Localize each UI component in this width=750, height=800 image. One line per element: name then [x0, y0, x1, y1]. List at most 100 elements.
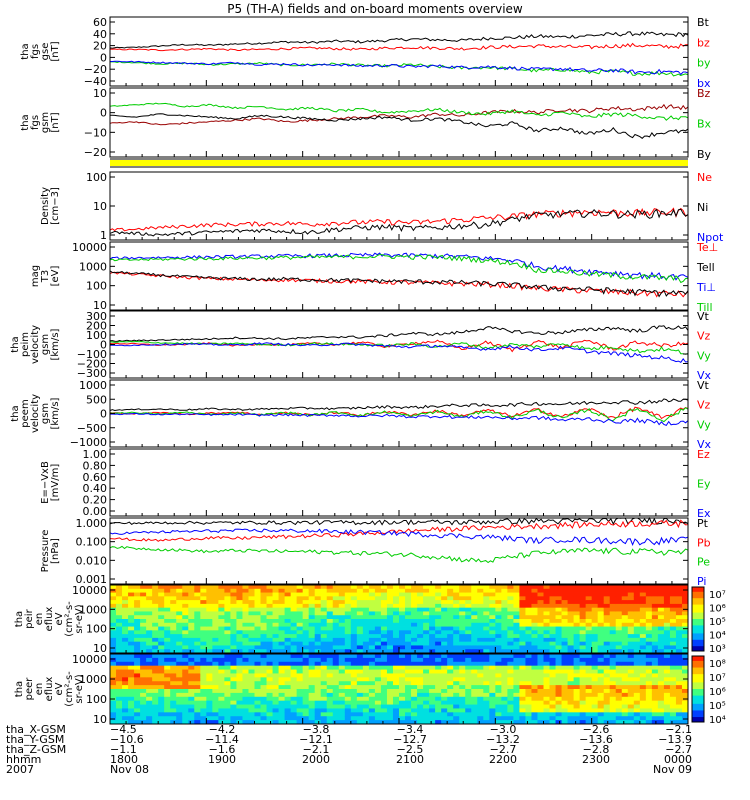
spectrogram-cell [507, 654, 514, 659]
spectrogram-cell [651, 700, 659, 705]
spectrogram-cell [182, 692, 189, 698]
spectrogram-cell [218, 615, 225, 620]
series-line-Bt [109, 31, 689, 49]
spectrogram-cell [320, 619, 328, 624]
spectrogram-cell [447, 669, 454, 674]
spectrogram-cell [290, 641, 298, 646]
spectrogram-cell [633, 716, 641, 721]
spectrogram-cell [447, 661, 454, 667]
spectrogram-cell [338, 645, 346, 650]
spectrogram-cell [122, 637, 129, 643]
spectrogram-cell [176, 681, 183, 686]
spectrogram-cell [585, 712, 593, 717]
spectrogram-cell [242, 692, 249, 698]
spectrogram-cell [639, 700, 647, 705]
spectrogram-cell [657, 619, 665, 624]
spectrogram-cell [399, 696, 406, 702]
spectrogram-cell [603, 654, 611, 659]
spectrogram-cell [140, 677, 147, 682]
spectrogram-cell [669, 619, 677, 624]
spectrogram-cell [320, 622, 328, 627]
colorbar-segment [692, 639, 704, 642]
spectrogram-cell [543, 665, 550, 670]
y-tick-label: −20 [84, 146, 107, 159]
colorbar-segment [692, 603, 704, 606]
spectrogram-cell [158, 641, 165, 646]
spectrogram-cell [158, 600, 165, 605]
spectrogram-cell [158, 630, 165, 635]
spectrogram-cell [633, 700, 641, 705]
spectrogram-cell [621, 685, 629, 690]
spectrogram-cell [302, 622, 310, 627]
spectrogram-cell [507, 692, 514, 698]
spectrogram-cell [405, 634, 412, 639]
spectrogram-cell [284, 645, 292, 650]
spectrogram-cell [531, 700, 538, 705]
x-axis-value: 1800 [110, 753, 138, 766]
spectrogram-cell [134, 641, 141, 646]
colorbar-tick-label: 10⁴ [709, 631, 726, 642]
spectrogram-cell [386, 607, 394, 612]
spectrogram-cell [254, 700, 261, 705]
spectrogram-cell [633, 634, 641, 639]
spectrogram-cell [489, 657, 496, 663]
spectrogram-cell [549, 696, 556, 702]
spectrogram-cell [477, 685, 484, 690]
spectrogram-cell [513, 607, 520, 612]
spectrogram-cell [603, 592, 611, 597]
spectrogram-cell [405, 645, 412, 650]
spectrogram-cell [146, 716, 153, 721]
spectrogram-cell [477, 596, 484, 601]
spectrogram-cell [242, 585, 249, 590]
spectrogram-cell [374, 716, 382, 721]
spectrogram-cell [405, 657, 412, 663]
spectrogram-cell [374, 641, 382, 646]
spectrogram-cell [242, 592, 249, 597]
panel-peim-velocity: tha peim velocity gsm [km/s]3002001000−100−2… [10, 310, 712, 382]
spectrogram-cell [140, 630, 147, 635]
spectrogram-cell [284, 637, 292, 643]
spectrogram-cell [669, 622, 677, 627]
spectrogram-cell [681, 603, 689, 609]
spectrogram-cell [483, 619, 490, 624]
spectrogram-cell [278, 649, 286, 654]
spectrogram-cell [465, 600, 472, 605]
spectrogram-cell [122, 641, 129, 646]
spectrogram-cell [525, 700, 532, 705]
spectrogram-cell [669, 588, 677, 593]
spectrogram-cell [116, 641, 123, 646]
spectrogram-cell [657, 657, 665, 663]
spectrogram-cell [405, 720, 412, 725]
spectrogram-cell [248, 615, 255, 620]
spectrogram-cell [555, 673, 562, 678]
spectrogram-cell [621, 626, 629, 631]
spectrogram-cell [212, 677, 219, 682]
spectrogram-cell [411, 645, 418, 650]
spectrogram-cell [411, 657, 418, 663]
spectrogram-cell [621, 622, 629, 627]
spectrogram-cell [411, 665, 418, 670]
spectrogram-cell [399, 630, 406, 635]
spectrogram-cell [296, 704, 304, 709]
spectrogram-cell [332, 720, 340, 725]
y-axis-label: [eV] [50, 266, 61, 287]
spectrogram-cell [669, 615, 677, 620]
y-axis-label: sr-eV) [74, 604, 85, 633]
spectrogram-cell [302, 611, 310, 616]
spectrogram-cell [170, 720, 177, 725]
spectrogram-cell [669, 661, 677, 667]
spectrogram-cell [152, 712, 159, 717]
spectrogram-cell [633, 600, 641, 605]
spectrogram-cell [224, 657, 231, 663]
spectrogram-cell [386, 592, 394, 597]
spectrogram-cell [200, 603, 207, 609]
spectrogram-cell [110, 630, 117, 635]
spectrogram-cell [152, 700, 159, 705]
spectrogram-cell [254, 607, 261, 612]
spectrogram-cell [194, 657, 201, 663]
spectrogram-cell [260, 649, 267, 654]
spectrogram-cell [429, 654, 436, 659]
spectrogram-cell [344, 645, 352, 650]
spectrogram-cell [260, 588, 267, 593]
spectrogram-cell [639, 708, 647, 713]
